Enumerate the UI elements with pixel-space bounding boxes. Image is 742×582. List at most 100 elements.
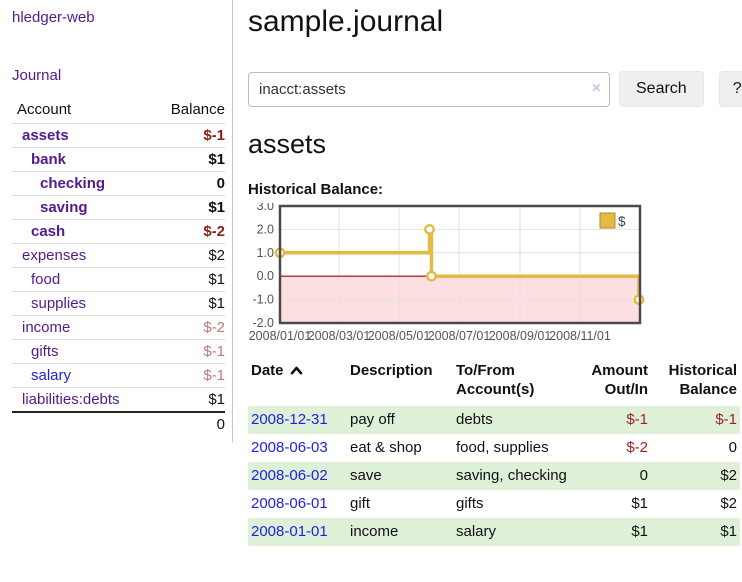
svg-text:2008/01/01: 2008/01/01 <box>249 329 312 343</box>
svg-text:1.0: 1.0 <box>257 246 274 260</box>
sidebar-item-journal[interactable]: Journal <box>12 67 62 84</box>
search-input[interactable] <box>248 71 610 107</box>
account-row: gifts $-1 <box>12 339 225 364</box>
transaction-amount: $1 <box>631 495 648 512</box>
accounts-header-row: Account Balance <box>12 99 225 124</box>
transaction-amount: $-2 <box>626 439 648 456</box>
transaction-accounts: salary <box>456 523 497 540</box>
account-balance: 0 <box>153 171 225 196</box>
transaction-accounts: debts <box>456 411 493 428</box>
account-name-cell: food <box>12 267 154 292</box>
account-balance: $1 <box>153 267 225 292</box>
transaction-balance: $2 <box>720 467 737 484</box>
account-link-cash[interactable]: cash <box>31 223 66 240</box>
accounts-header-account: Account <box>17 101 72 118</box>
account-link-expenses[interactable]: expenses <box>22 247 87 264</box>
account-name-cell: saving <box>12 195 154 220</box>
register-header-date-label: Date <box>251 362 284 379</box>
account-name-cell: supplies <box>12 291 154 316</box>
account-link-salary[interactable]: salary <box>31 367 72 384</box>
chart-svg: 3.0 2.0 1.0 0.0 -1.0 -2.02008/01/012008/03/01… <box>249 203 645 343</box>
help-button[interactable]: ? <box>718 71 742 107</box>
transaction-row[interactable]: 2008-12-31 pay off debts $-1 $-1 <box>248 406 740 434</box>
transaction-date-link[interactable]: 2008-12-31 <box>251 411 328 428</box>
register-header-balance: Historical Balance <box>668 362 737 398</box>
page-title: sample.journal <box>248 5 444 38</box>
transaction-date: 2008-06-01 <box>248 490 347 518</box>
account-row: saving $1 <box>12 195 225 220</box>
svg-text:2008/03/01: 2008/03/01 <box>308 329 371 343</box>
accounts-total-value: 0 <box>153 411 225 436</box>
transaction-date-link[interactable]: 2008-06-02 <box>251 467 328 484</box>
account-link-income[interactable]: income <box>22 319 71 336</box>
transaction-date-link[interactable]: 2008-06-01 <box>251 495 328 512</box>
transaction-amount: 0 <box>639 467 648 484</box>
transaction-date: 2008-06-02 <box>248 462 347 490</box>
svg-text:-1.0: -1.0 <box>252 293 274 307</box>
account-balance: $-1 <box>153 363 225 388</box>
search-wrap: × <box>248 71 610 107</box>
account-row: income $-2 <box>12 315 225 340</box>
transaction-description: income <box>350 523 399 540</box>
account-row: salary $-1 <box>12 363 225 388</box>
account-heading: assets <box>248 129 327 159</box>
account-link-gifts[interactable]: gifts <box>31 343 59 360</box>
account-link-saving[interactable]: saving <box>40 199 88 216</box>
account-row: assets $-1 <box>12 123 225 148</box>
svg-text:0.0: 0.0 <box>257 269 274 283</box>
svg-text:2008/07/01: 2008/07/01 <box>428 329 491 343</box>
account-link-liabilities-debts[interactable]: liabilities:debts <box>22 391 120 408</box>
account-name-cell: salary <box>12 363 154 388</box>
account-name-cell: bank <box>12 147 154 172</box>
transaction-date-link[interactable]: 2008-06-03 <box>251 439 328 456</box>
account-row: expenses $2 <box>12 243 225 268</box>
account-balance: $2 <box>153 243 225 268</box>
transaction-description: eat & shop <box>350 439 422 456</box>
register-header-description: Description <box>350 362 433 379</box>
transaction-amount: $1 <box>631 523 648 540</box>
account-link-checking[interactable]: checking <box>40 175 106 192</box>
account-balance: $1 <box>153 147 225 172</box>
transaction-accounts: saving, checking <box>456 467 567 484</box>
brand: hledger-web <box>12 9 232 26</box>
chart-title: Historical Balance: <box>248 181 384 198</box>
account-link-supplies[interactable]: supplies <box>31 295 87 312</box>
account-link-bank[interactable]: bank <box>31 151 67 168</box>
accounts-table: Account Balance assets $-1 bank $1 checking 0… <box>12 99 225 436</box>
svg-text:2.0: 2.0 <box>257 222 274 236</box>
register-header-date[interactable]: Date <box>248 359 347 406</box>
search-button[interactable]: Search <box>619 71 704 107</box>
journal-nav: Journal <box>12 67 232 84</box>
transaction-row[interactable]: 2008-06-03 eat & shop food, supplies $-2 0 <box>248 434 740 462</box>
svg-text:-2.0: -2.0 <box>252 316 274 330</box>
account-link-assets[interactable]: assets <box>22 127 69 144</box>
sidebar: hledger-web Journal Account Balance asse… <box>0 0 233 442</box>
account-name-cell: checking <box>12 171 154 196</box>
historical-balance-chart: 3.0 2.0 1.0 0.0 -1.0 -2.0 2008/01/01 2008/03/01… <box>248 203 742 345</box>
account-name-cell: cash <box>12 219 154 244</box>
register-table: Date Description To/From Account(s) Amou… <box>248 359 740 546</box>
transaction-accounts: gifts <box>456 495 484 512</box>
account-name-cell: income <box>12 315 154 340</box>
transaction-date-link[interactable]: 2008-01-01 <box>251 523 328 540</box>
transaction-row[interactable]: 2008-01-01 income salary $1 $1 <box>248 518 740 546</box>
transaction-row[interactable]: 2008-06-02 save saving, checking 0 $2 <box>248 462 740 490</box>
register-header-amount: Amount Out/In <box>591 362 648 398</box>
account-name-cell: gifts <box>12 339 154 364</box>
register-header-accounts: To/From Account(s) <box>456 362 535 398</box>
account-row: checking 0 <box>12 171 225 196</box>
svg-text:2008/09/01: 2008/09/01 <box>489 329 552 343</box>
search-row: × Search ? <box>248 71 742 107</box>
accounts-header-balance: Balance <box>170 101 225 118</box>
account-link-food[interactable]: food <box>31 271 61 288</box>
account-row: bank $1 <box>12 147 225 172</box>
brand-link[interactable]: hledger-web <box>12 9 95 26</box>
account-balance: $-1 <box>153 339 225 364</box>
transaction-balance: $1 <box>720 523 737 540</box>
transaction-row[interactable]: 2008-06-01 gift gifts $1 $2 <box>248 490 740 518</box>
account-name-cell: liabilities:debts <box>12 387 154 412</box>
clear-icon[interactable]: × <box>591 79 601 97</box>
account-balance: $-1 <box>153 123 225 148</box>
account-row: liabilities:debts $1 <box>12 387 225 412</box>
main-content: sample.journal × Search ? assets Histori… <box>233 0 742 546</box>
